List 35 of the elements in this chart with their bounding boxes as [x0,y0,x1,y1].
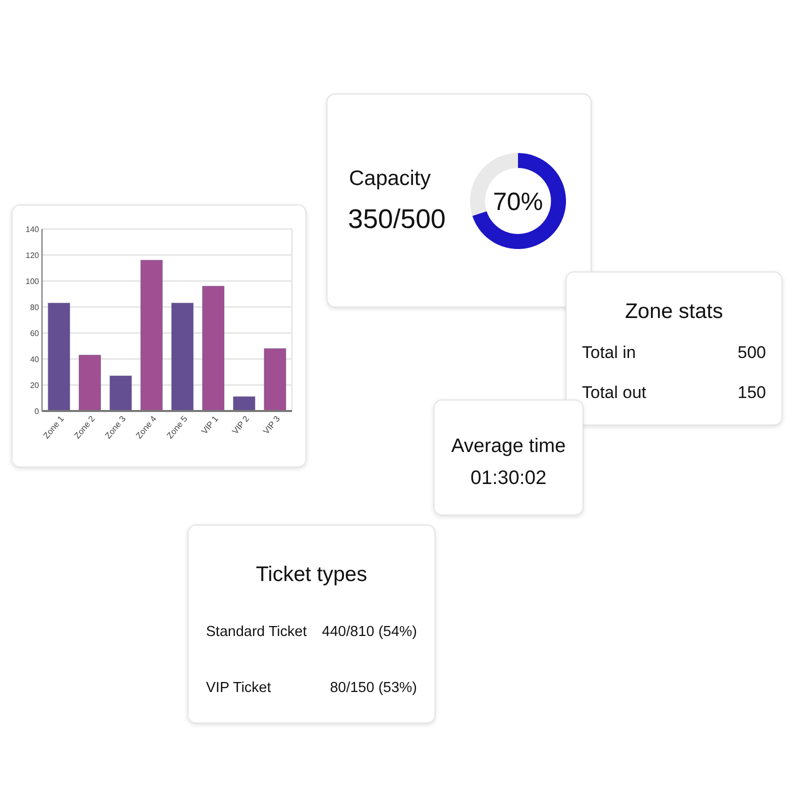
text: Average time [451,435,566,457]
text: 80/150 (53%) [330,680,417,696]
y-tick-label: 40 [30,354,40,364]
bar [110,376,132,412]
bar [232,396,256,412]
y-tick-label: 0 [34,406,40,416]
y-tick-label: 120 [26,250,40,260]
bar [78,354,102,412]
text: 440/810 (54%) [322,624,417,640]
data-label: 150 [738,383,766,402]
bar [171,302,194,412]
x-tick-label: VIP 2 [230,414,252,436]
y-tick-label: 100 [26,276,40,286]
category-label: Total in [582,343,636,362]
bar [202,286,224,412]
y-tick-label: 20 [30,380,40,390]
category-label: VIP Ticket [206,680,272,696]
y-tick-label: 140 [26,224,40,234]
y-tick-label: 60 [30,328,40,338]
text: Ticket types [256,563,368,586]
data-label: 500 [738,343,766,362]
text: Zone stats [624,300,724,323]
x-tick-label: VIP 1 [199,414,220,436]
bar [140,260,163,412]
text: Capacity [349,167,432,190]
y-tick-label: 80 [30,302,40,312]
text: 01:30:02 [470,467,546,489]
category-label: Standard Ticket [206,624,307,640]
x-tick-label: VIP 3 [260,414,282,436]
text: 350/500 [348,204,446,234]
data-label: 70% [492,188,544,216]
donut-slice [472,153,566,249]
category-label: Total out [582,383,647,402]
bar [48,302,70,412]
bar [264,348,286,412]
